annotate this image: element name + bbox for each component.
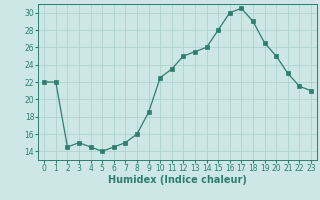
X-axis label: Humidex (Indice chaleur): Humidex (Indice chaleur) <box>108 175 247 185</box>
